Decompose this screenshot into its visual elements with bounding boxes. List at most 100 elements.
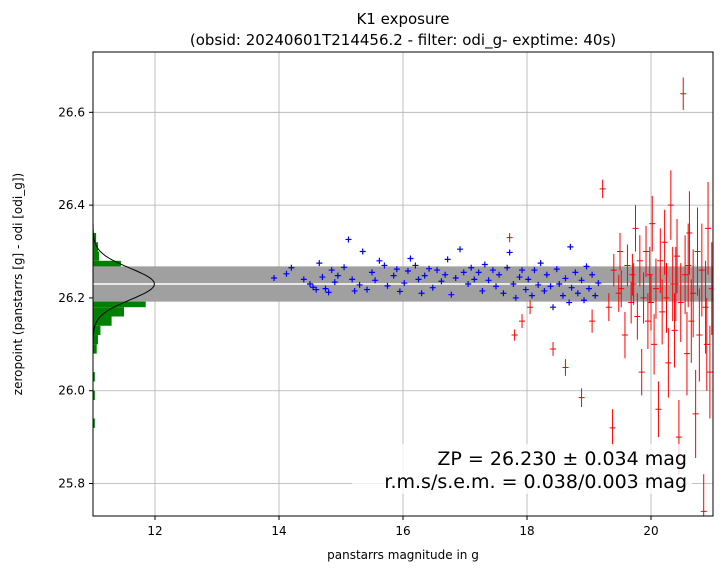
- y-tick-label: 26.2: [58, 291, 85, 305]
- used-star-point: [421, 272, 428, 279]
- used-star-point: [426, 265, 433, 272]
- used-star-point: [592, 292, 599, 299]
- used-star-point: [574, 290, 581, 297]
- rejected-star-point: [632, 205, 639, 252]
- used-star-point: [553, 266, 560, 273]
- rejected-star-point: [648, 274, 654, 331]
- used-star-point: [271, 274, 278, 281]
- annotation-background: [352, 444, 692, 494]
- rejected-stars-series: [506, 77, 713, 516]
- used-star-point: [300, 276, 307, 283]
- chart-title: K1 exposure: [356, 10, 449, 28]
- used-star-point: [528, 292, 535, 299]
- used-star-point: [381, 262, 388, 269]
- used-star-point: [376, 257, 383, 264]
- used-star-point: [319, 274, 326, 281]
- rejected-star-point: [655, 381, 662, 438]
- used-star-point: [325, 289, 332, 296]
- rejected-star-point: [706, 325, 713, 419]
- used-star-point: [288, 264, 295, 271]
- rejected-star-point: [705, 181, 712, 275]
- rejected-star-point: [610, 253, 617, 287]
- rejected-star-point: [646, 246, 653, 303]
- rejected-star-point: [696, 288, 703, 382]
- y-tick-label: 26.6: [58, 105, 85, 119]
- used-star-point: [504, 264, 511, 271]
- used-star-point: [519, 267, 526, 274]
- used-star-point: [506, 249, 513, 256]
- used-star-point: [493, 283, 499, 290]
- histogram-bar: [93, 316, 112, 326]
- used-star-point: [537, 260, 544, 267]
- rejected-star-point: [652, 258, 659, 319]
- used-star-point: [322, 285, 329, 292]
- rejected-star-point: [677, 263, 684, 342]
- used-star-point: [331, 279, 338, 286]
- histogram-layer: [93, 232, 168, 428]
- used-star-point: [384, 282, 391, 289]
- histogram-bar: [93, 251, 100, 261]
- rejected-star-point: [643, 226, 650, 278]
- used-star-point: [465, 281, 472, 287]
- used-star-point: [568, 284, 575, 291]
- rejected-star-point: [667, 170, 674, 240]
- rms-annotation: r.m.s/s.e.m. = 0.038/0.003 mag: [384, 471, 687, 493]
- used-star-point: [489, 267, 496, 274]
- used-star-point: [578, 277, 585, 284]
- used-star-point: [586, 285, 592, 292]
- used-star-point: [535, 281, 542, 288]
- used-star-point: [434, 267, 441, 274]
- used-star-point: [541, 287, 548, 294]
- used-star-point: [283, 270, 290, 277]
- used-star-point: [562, 275, 569, 282]
- rejected-star-point: [629, 253, 636, 296]
- used-star-point: [452, 274, 459, 281]
- y-tick-label: 26.0: [58, 384, 85, 398]
- rejected-star-point: [511, 329, 518, 341]
- rejected-star-point: [682, 235, 689, 315]
- used-star-point: [407, 255, 414, 262]
- rejected-star-point: [621, 311, 628, 359]
- rejected-star-point: [700, 474, 707, 516]
- used-star-point: [393, 266, 400, 273]
- x-tick-label: 12: [147, 524, 162, 538]
- used-star-point: [444, 256, 451, 263]
- used-star-point: [418, 290, 425, 297]
- used-star-point: [522, 286, 529, 293]
- rejected-star-point: [589, 309, 596, 333]
- used-star-point: [589, 271, 596, 278]
- used-star-point: [349, 276, 356, 283]
- rejected-star-point: [674, 219, 681, 294]
- rejected-star-point: [659, 279, 666, 345]
- rejected-star-point: [638, 348, 645, 396]
- used-star-point: [510, 281, 517, 287]
- used-star-point: [525, 276, 532, 283]
- used-star-point: [341, 264, 348, 271]
- histogram-bar: [93, 242, 98, 252]
- used-star-point: [369, 269, 375, 276]
- used-stars-series: [271, 236, 602, 311]
- histogram-bar: [93, 344, 97, 354]
- rejected-star-point: [663, 263, 670, 333]
- histogram-bar: [93, 307, 124, 317]
- used-star-point: [396, 288, 403, 295]
- used-star-point: [356, 281, 363, 288]
- used-star-point: [429, 284, 436, 291]
- used-star-point: [372, 277, 379, 284]
- histogram-bar: [93, 418, 95, 428]
- used-star-point: [345, 236, 352, 243]
- used-star-point: [442, 271, 449, 278]
- used-star-point: [390, 272, 397, 279]
- rejected-star-point: [686, 191, 693, 275]
- rejected-star-point: [680, 77, 687, 110]
- used-star-point: [364, 286, 371, 293]
- rejected-star-point: [665, 328, 672, 398]
- used-star-point: [595, 280, 602, 287]
- used-star-point: [581, 297, 588, 304]
- rejected-star-point: [550, 342, 557, 356]
- rejected-star-point: [685, 223, 692, 308]
- used-star-point: [438, 278, 445, 285]
- used-star-point: [412, 262, 419, 269]
- rejected-star-point: [694, 207, 701, 296]
